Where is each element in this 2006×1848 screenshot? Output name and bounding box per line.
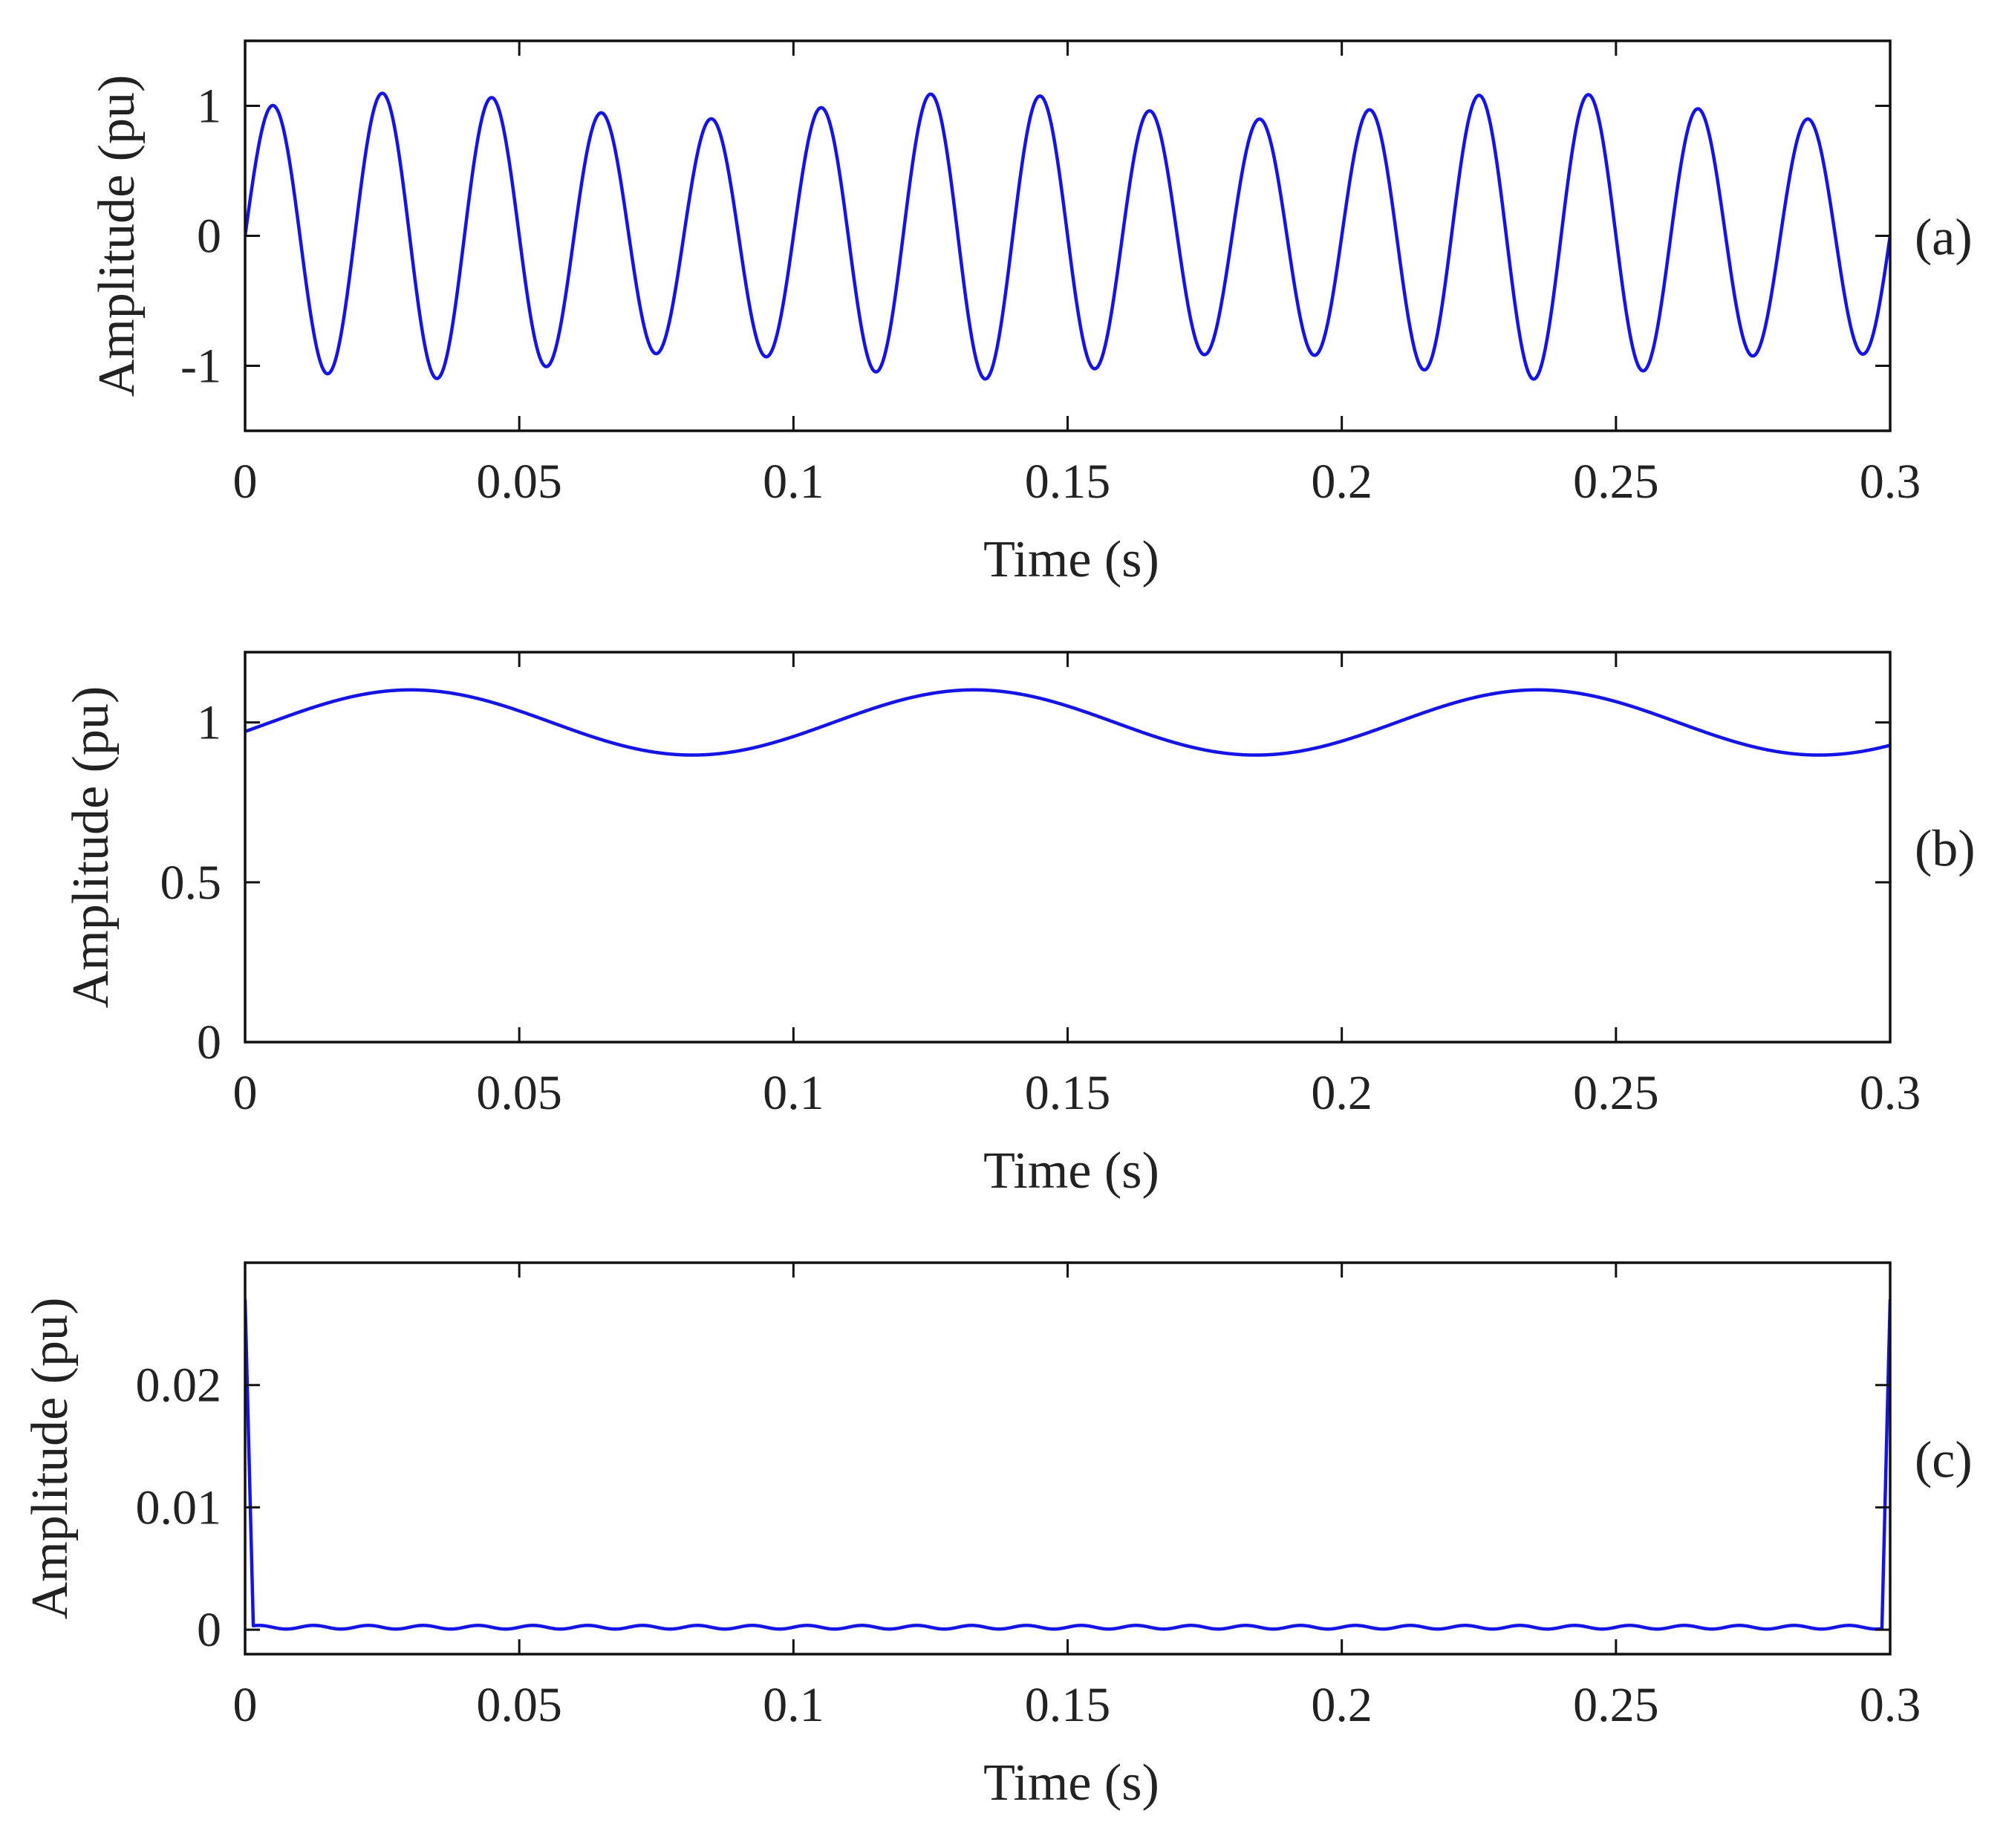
series-line-residual bbox=[245, 1299, 1890, 1631]
x-tick-label: 0.2 bbox=[1311, 1678, 1372, 1732]
panel-a: 0 0.05 0.1 0.15 0.2 0.25 0.3 -1 0 1 Time (s) Amplit… bbox=[88, 39, 1973, 588]
x-tick-label: 0.05 bbox=[476, 1678, 562, 1732]
series-line-envelope bbox=[245, 688, 1890, 757]
x-tick-label: 0.15 bbox=[1025, 1678, 1111, 1732]
x-axis-title: Time (s) bbox=[983, 1754, 1159, 1812]
y-tick-label: 1 bbox=[197, 696, 221, 750]
x-tick-label: 0.1 bbox=[763, 1066, 824, 1120]
panel-b: 0 0.05 0.1 0.15 0.2 0.25 0.3 0 0.5 1 Time (s) Ampli… bbox=[62, 651, 1976, 1200]
y-tick-label: -1 bbox=[180, 339, 221, 394]
x-tick-label: 0.25 bbox=[1573, 455, 1659, 509]
x-tick-label: 0 bbox=[233, 1678, 258, 1732]
y-axis-title: Amplitude (pu) bbox=[88, 75, 146, 397]
x-tick-label: 0.2 bbox=[1311, 455, 1372, 509]
x-axis-title: Time (s) bbox=[983, 531, 1159, 588]
y-tick-label: 0.01 bbox=[136, 1480, 222, 1535]
x-tick-label: 0.25 bbox=[1573, 1678, 1659, 1732]
panel-label: (c) bbox=[1915, 1432, 1973, 1489]
x-tick-label: 0.1 bbox=[763, 1678, 824, 1732]
x-tick-label: 0.1 bbox=[763, 455, 824, 509]
y-tick-label: 1 bbox=[197, 79, 221, 134]
x-tick-label: 0 bbox=[233, 455, 258, 509]
x-tick-label: 0.3 bbox=[1860, 455, 1921, 509]
axes-box bbox=[244, 1261, 1892, 1656]
y-tick-label: 0.02 bbox=[136, 1359, 222, 1413]
panel-label: (b) bbox=[1915, 821, 1976, 878]
x-tick-label: 0.05 bbox=[476, 455, 562, 509]
x-axis-title: Time (s) bbox=[983, 1142, 1159, 1200]
x-tick-label: 0.3 bbox=[1860, 1066, 1921, 1120]
x-tick-label: 0 bbox=[233, 1066, 258, 1120]
y-tick-label: 0.5 bbox=[160, 856, 222, 910]
x-tick-label: 0.25 bbox=[1573, 1066, 1659, 1120]
y-axis-title: Amplitude (pu) bbox=[62, 686, 120, 1009]
x-tick-label: 0.2 bbox=[1311, 1066, 1372, 1120]
x-tick-label: 0.3 bbox=[1860, 1678, 1921, 1732]
x-tick-label: 0.15 bbox=[1025, 455, 1111, 509]
y-tick-label: 0 bbox=[197, 209, 221, 264]
panel-c: 0 0.05 0.1 0.15 0.2 0.25 0.3 0 0.01 0.02 Time (s) A… bbox=[22, 1261, 1973, 1812]
x-tick-label: 0.05 bbox=[476, 1066, 562, 1120]
x-tick-label: 0.15 bbox=[1025, 1066, 1111, 1120]
y-tick-label: 0 bbox=[197, 1603, 221, 1657]
panel-label: (a) bbox=[1915, 209, 1973, 267]
y-tick-label: 0 bbox=[197, 1015, 221, 1070]
series-line-signal bbox=[245, 91, 1890, 381]
y-axis-title: Amplitude (pu) bbox=[22, 1298, 79, 1620]
